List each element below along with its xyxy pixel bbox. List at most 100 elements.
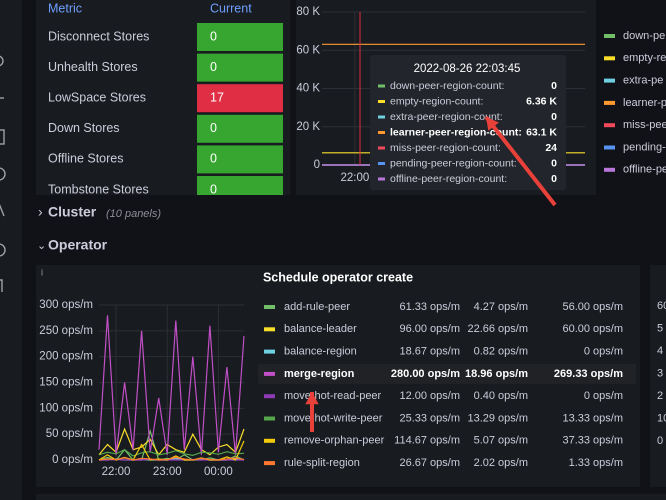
legend-label: add-rule-peer: [284, 301, 350, 313]
legend-value: 96.00 ops/m: [399, 323, 460, 335]
legend-swatch: [264, 305, 275, 309]
y-tick-label: 80 K: [296, 6, 320, 18]
x-tick-label: 22:00: [102, 466, 131, 478]
legend-swatch: [604, 56, 615, 60]
tooltip-name: down-peer-region-count:: [390, 80, 504, 92]
legend-label: move-hot-read-peer: [284, 390, 382, 402]
tooltip-value: 0: [551, 80, 557, 92]
legend-label: remove-orphan-peer: [284, 435, 385, 447]
metric-name: Disconnect Stores: [48, 29, 149, 43]
legend-value: 61.33 ops/m: [399, 301, 460, 313]
y-tick-label: 250 ops/m: [39, 325, 93, 337]
tooltip-name: pending-peer-region-count:: [390, 157, 517, 169]
legend-value: 25.33 ops/m: [399, 412, 460, 424]
tooltip-value: 24: [545, 142, 557, 154]
legend-value: 22.66 ops/m: [467, 323, 528, 335]
legend-value: 56.00 ops/m: [562, 301, 623, 313]
legend-swatch: [264, 327, 275, 331]
legend-value: 12.00 ops/m: [399, 390, 460, 402]
y-tick-label: 0 ops/m: [52, 454, 93, 466]
info-icon[interactable]: i: [41, 267, 43, 277]
legend-value: 26.67 ops/m: [399, 457, 460, 469]
metric-name: Down Stores: [48, 121, 120, 135]
legend-label: pending-p: [623, 141, 666, 153]
metric-value: 0: [210, 29, 217, 43]
clipped-tick-label: 3: [657, 367, 663, 379]
row-chevron[interactable]: ›: [38, 204, 43, 220]
tooltip-name: miss-peer-region-count:: [390, 142, 501, 154]
legend-label: offline-pe: [623, 164, 666, 176]
y-tick-label: 300 ops/m: [39, 299, 93, 311]
legend-label: balance-leader: [284, 323, 357, 335]
legend-value: 60.00 ops/m: [562, 323, 623, 335]
legend-label: extra-pe: [623, 75, 663, 87]
legend-label: empty-re: [623, 52, 666, 64]
tooltip-value: 0: [551, 111, 557, 123]
legend-label: miss-pee: [623, 119, 666, 131]
clipped-tick-label: 2: [657, 390, 663, 402]
metric-value: 0: [210, 182, 217, 196]
row-chevron[interactable]: ⌄: [37, 240, 46, 252]
legend-value: 18.67 ops/m: [399, 346, 460, 358]
tooltip-swatch: [378, 131, 385, 134]
x-tick-label: 22:00: [340, 172, 369, 184]
legend-label: learner-pe: [623, 97, 666, 109]
y-tick-label: 50 ops/m: [46, 428, 93, 440]
tooltip-swatch: [378, 162, 385, 165]
row-note: (10 panels): [106, 208, 161, 220]
legend-swatch: [604, 79, 615, 83]
y-tick-label: 150 ops/m: [39, 377, 93, 389]
legend-swatch: [264, 417, 275, 421]
panel-title: Schedule operator create: [263, 270, 413, 284]
legend-value: 280.00 ops/m: [391, 368, 460, 380]
metric-name: Offline Stores: [48, 152, 124, 166]
legend-value: 0.40 ops/m: [474, 390, 528, 402]
legend-label: move-hot-write-peer: [284, 412, 383, 424]
tooltip-swatch: [378, 147, 385, 150]
clipped-tick-label: 60: [657, 300, 666, 312]
tooltip-name: extra-peer-region-count:: [390, 111, 503, 123]
legend-value: 269.33 ops/m: [554, 368, 623, 380]
legend-swatch: [604, 101, 615, 105]
legend-label: balance-region: [284, 346, 357, 358]
row-title[interactable]: Operator: [48, 237, 108, 253]
tooltip-name: empty-region-count:: [390, 95, 483, 107]
legend-value: 114.67 ops/m: [394, 435, 460, 447]
metric-value: 0: [210, 60, 217, 74]
row-title[interactable]: Cluster: [48, 204, 97, 220]
legend-value: 4.27 ops/m: [474, 301, 528, 313]
legend-swatch: [264, 461, 275, 465]
tooltip-swatch: [378, 85, 385, 88]
legend-label: merge-region: [284, 368, 355, 380]
y-tick-label: 100 ops/m: [39, 402, 93, 414]
x-tick-label: 00:00: [204, 466, 233, 478]
metric-name: LowSpace Stores: [48, 90, 146, 104]
legend-swatch: [604, 146, 615, 150]
clipped-tick-label: 5: [657, 322, 663, 334]
tooltip-swatch: [378, 100, 385, 103]
next-panel: [36, 494, 666, 500]
legend-value: 13.33 ops/m: [562, 412, 623, 424]
metric-value: 17: [210, 90, 224, 104]
y-tick-label: 0: [314, 159, 320, 171]
legend-swatch: [264, 439, 275, 443]
legend-value: 13.29 ops/m: [467, 412, 528, 424]
clipped-tick-label: 4: [657, 345, 663, 357]
legend-value: 0 ops/m: [584, 390, 623, 402]
metric-value: 0: [210, 152, 217, 166]
legend-swatch: [264, 372, 275, 376]
metric-name: Tombstone Stores: [48, 182, 149, 196]
column-header: Current: [210, 1, 252, 15]
y-tick-label: 200 ops/m: [39, 351, 93, 363]
legend-value: 0.82 ops/m: [474, 346, 528, 358]
legend-value: 37.33 ops/m: [562, 435, 623, 447]
legend-label: down-pe: [623, 30, 665, 42]
y-tick-label: 20 K: [296, 121, 320, 133]
tooltip-value: 63.1 K: [526, 126, 557, 138]
legend-swatch: [264, 394, 275, 398]
tooltip-swatch: [378, 178, 385, 181]
tooltip-value: 0: [551, 173, 557, 185]
legend-value: 2.02 ops/m: [474, 457, 528, 469]
